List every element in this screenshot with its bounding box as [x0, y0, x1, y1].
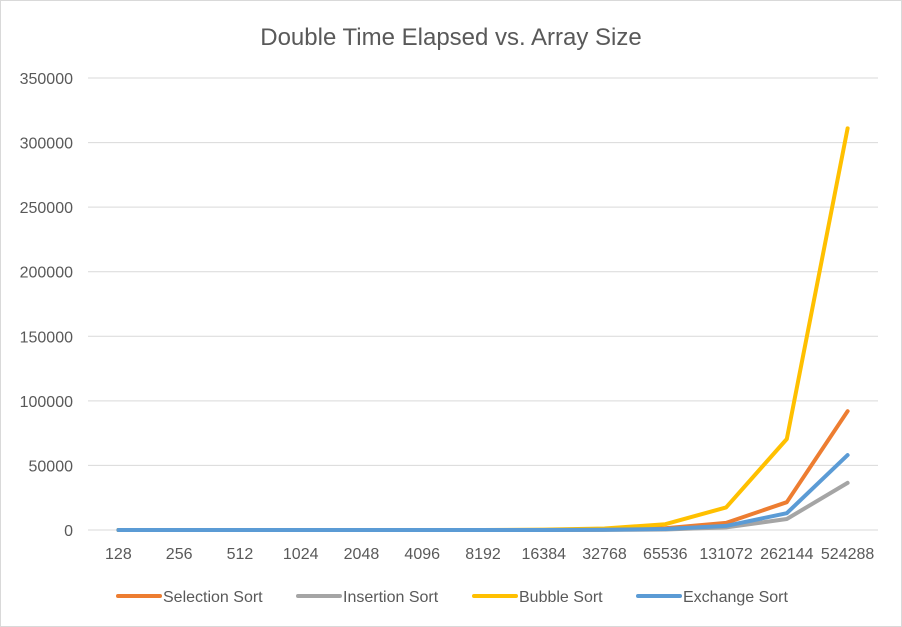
chart-title: Double Time Elapsed vs. Array Size	[260, 24, 642, 51]
y-tick-label: 300000	[20, 136, 73, 153]
x-tick-label: 65536	[643, 546, 688, 563]
series-line-bubble-sort	[116, 126, 850, 532]
x-tick-label: 256	[166, 546, 193, 563]
x-tick-label: 131072	[699, 546, 752, 563]
gridlines	[88, 77, 878, 531]
x-tick-label: 524288	[821, 546, 874, 563]
legend-label: Insertion Sort	[343, 589, 439, 606]
y-tick-label: 200000	[20, 265, 73, 282]
x-tick-label: 1024	[283, 546, 319, 563]
x-tick-label: 262144	[760, 546, 813, 563]
series-line-selection-sort	[116, 409, 850, 532]
legend-label: Selection Sort	[163, 589, 263, 606]
y-tick-label: 50000	[29, 458, 74, 475]
y-tick-label: 350000	[20, 71, 73, 88]
legend: Selection Sort Insertion Sort Bubble Sort E…	[116, 589, 789, 606]
x-tick-label: 16384	[522, 546, 567, 563]
x-axis-ticks: 128 256 512 1024 2048 4096 8192 16384 32768 65536…	[105, 546, 874, 563]
x-tick-label: 512	[227, 546, 254, 563]
legend-label: Bubble Sort	[519, 589, 603, 606]
x-tick-label: 8192	[465, 546, 501, 563]
x-tick-label: 32768	[582, 546, 627, 563]
y-axis-ticks: 0 50000 100000 150000 200000 250000 300000 3500…	[20, 71, 73, 540]
y-tick-label: 250000	[20, 200, 73, 217]
x-tick-label: 128	[105, 546, 132, 563]
x-tick-label: 2048	[344, 546, 380, 563]
y-tick-label: 0	[64, 523, 73, 540]
series-line-exchange-sort	[116, 453, 850, 532]
y-tick-label: 150000	[20, 329, 73, 346]
series-lines	[116, 126, 850, 532]
y-tick-label: 100000	[20, 394, 73, 411]
legend-label: Exchange Sort	[683, 589, 789, 606]
x-tick-label: 4096	[404, 546, 440, 563]
